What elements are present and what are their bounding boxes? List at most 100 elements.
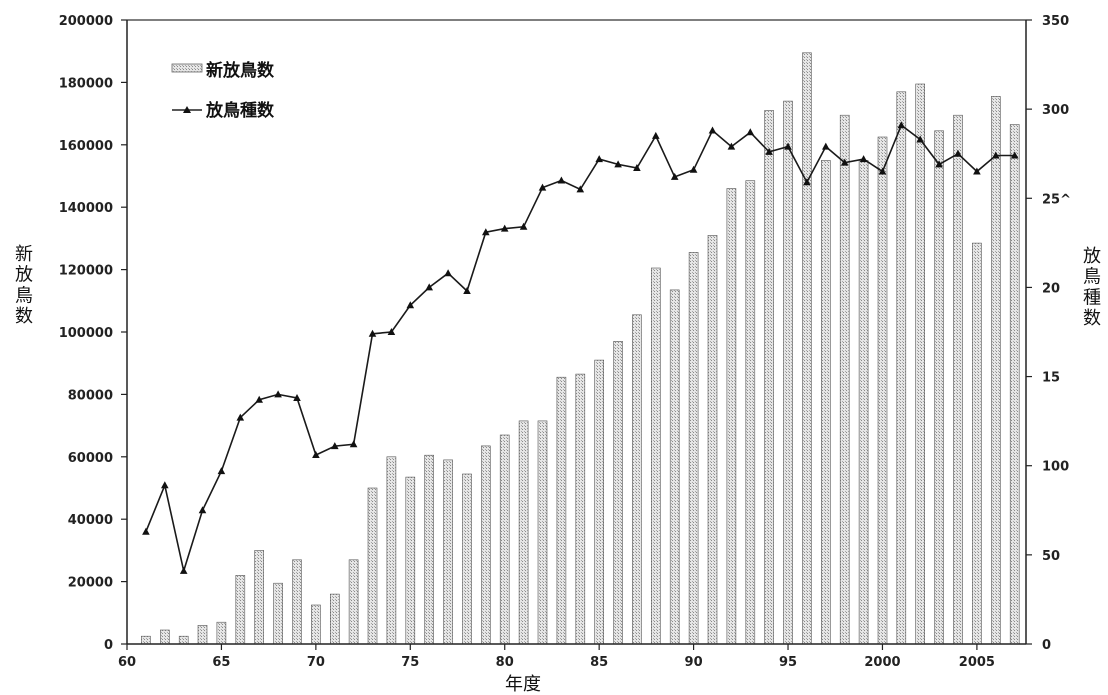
species-point-1966 [236,413,245,421]
legend-triangle-marker [183,106,191,113]
bar-1978 [462,473,472,645]
species-point-1964 [198,506,207,514]
x-tick-label: 95 [779,655,797,670]
species-point-1962 [161,481,169,489]
y-axis-right-title: 放鳥種数 [1083,246,1101,329]
left-tick-label: 140000 [59,201,113,216]
bar-2000 [877,136,888,645]
bar-2006 [990,96,1001,645]
species-point-2003 [935,160,943,168]
bar-2004 [953,114,963,645]
right-y-ticks: 0 50 100 15 20 25^ 300 350 [1026,14,1071,653]
bar-1984 [575,373,586,645]
bar-1998 [839,114,850,645]
bar-1980 [499,434,510,645]
right-tick-label: 0 [1042,638,1051,653]
x-axis-title: 年度 [505,674,541,695]
species-point-1977 [444,269,452,277]
right-tick-label: 350 [1042,14,1069,29]
bar-1994 [764,110,774,645]
bar-1973 [367,487,378,645]
bar-1993 [745,180,756,645]
species-point-2000 [878,167,887,175]
species-point-1997 [822,142,830,150]
species-point-1961 [142,527,150,535]
species-point-1975 [406,301,415,309]
species-point-1988 [652,131,660,139]
x-tick-label: 65 [212,655,230,670]
left-tick-label: 120000 [59,264,113,279]
species-point-2001 [897,121,906,129]
left-tick-label: 80000 [68,388,113,403]
left-tick-label: 20000 [68,576,113,591]
species-point-1980 [500,224,509,232]
bar-2002 [915,83,926,645]
species-point-1993 [746,128,755,136]
x-tick-label: 60 [118,655,136,670]
species-point-1969 [293,394,301,401]
bar-1983 [556,376,567,645]
bar-2001 [896,91,907,645]
left-tick-label: 60000 [68,451,113,466]
left-tick-label: 200000 [59,14,113,29]
x-tick-label: 70 [307,655,325,670]
species-point-1973 [368,329,377,337]
species-point-1965 [217,467,226,475]
bar-2003 [934,130,944,645]
species-point-1967 [255,395,263,403]
bar-1976 [424,454,435,645]
bar-1963 [178,635,189,645]
bar-1977 [443,459,453,645]
species-point-2005 [973,167,981,175]
bar-1962 [160,629,170,645]
species-point-1983 [557,176,566,184]
species-point-1963 [179,566,188,574]
bar-1996 [802,52,812,645]
species-point-1976 [425,283,433,291]
species-point-1984 [576,185,585,193]
species-point-2006 [992,151,1000,159]
x-tick-label: 80 [496,655,514,670]
bar-1982 [537,420,548,645]
x-tick-label: 2005 [959,655,995,670]
bar-1990 [688,252,699,645]
bar-2007 [1009,124,1020,645]
left-tick-label: 40000 [68,513,113,528]
species-point-1994 [765,147,773,155]
y-axis-left-title: 新放鳥数 [15,244,33,327]
right-tick-label: 25^ [1042,192,1071,207]
bar-1975 [405,476,416,645]
species-point-1992 [727,142,736,150]
line-layer [142,121,1019,575]
x-tick-label: 85 [590,655,608,670]
species-point-1972 [349,440,358,448]
species-point-2004 [954,149,962,157]
bar-1967 [254,550,264,645]
species-point-1987 [633,164,641,171]
species-point-1974 [387,328,396,335]
bar-1972 [348,559,359,645]
bar-1974 [386,456,397,645]
species-point-1981 [519,222,528,230]
legend-label-species-count: 放鳥種数 [205,100,275,121]
right-tick-label: 300 [1042,103,1069,118]
bar-1995 [783,100,793,645]
right-tick-label: 15 [1042,371,1060,386]
bar-1971 [329,593,340,645]
bar-1986 [613,341,623,645]
x-ticks: 60 65 70 75 80 85 90 95 2000 2005 [118,644,995,670]
species-point-1999 [859,155,868,163]
left-tick-label: 160000 [59,139,113,154]
species-point-1968 [274,390,282,398]
bar-1970 [311,604,321,645]
bar-1991 [707,235,718,645]
bar-1968 [273,582,283,645]
species-point-1978 [463,287,471,294]
bar-1987 [632,314,642,645]
species-point-1990 [689,165,698,173]
bar-1989 [669,289,680,645]
species-point-1982 [538,183,547,191]
bar-1964 [197,624,208,645]
species-point-1986 [614,160,622,168]
species-point-1970 [312,451,320,458]
